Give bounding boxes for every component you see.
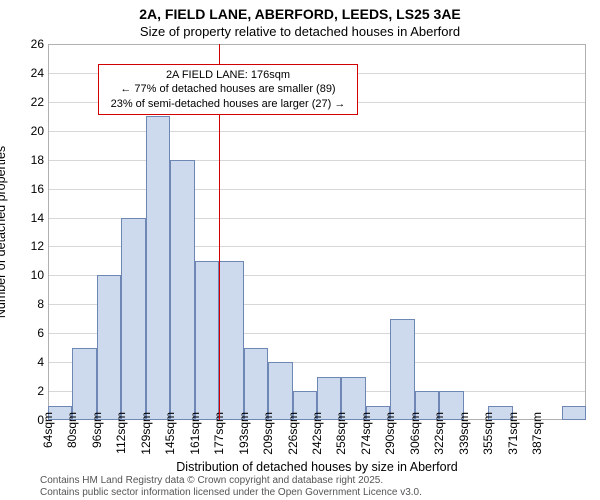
callout-line: ← 77% of detached houses are smaller (89… [105,82,351,96]
chart-title: 2A, FIELD LANE, ABERFORD, LEEDS, LS25 3A… [0,6,600,22]
x-tick-label: 161sqm [188,412,202,455]
y-tick-label: 22 [18,95,44,109]
x-tick-label: 387sqm [530,412,544,455]
footer-line-1: Contains HM Land Registry data © Crown c… [40,475,422,487]
y-tick-label: 14 [18,211,44,225]
y-tick-label: 16 [18,182,44,196]
x-tick-label: 258sqm [334,412,348,455]
x-tick-label: 226sqm [286,412,300,455]
gridline [48,160,586,161]
footer-attribution: Contains HM Land Registry data © Crown c… [40,475,422,498]
chart-subtitle: Size of property relative to detached ho… [0,24,600,39]
annotation-callout: 2A FIELD LANE: 176sqm← 77% of detached h… [98,64,358,115]
y-tick-label: 6 [18,326,44,340]
gridline [48,131,586,132]
x-tick-label: 80sqm [65,412,79,448]
x-tick-label: 145sqm [163,412,177,455]
callout-line: 23% of semi-detached houses are larger (… [105,97,351,111]
histogram-bar [121,218,145,420]
x-tick-label: 339sqm [457,412,471,455]
x-tick-label: 371sqm [506,412,520,455]
x-tick-label: 242sqm [310,412,324,455]
x-tick-label: 274sqm [359,412,373,455]
plot-area: 0246810121416182022242664sqm80sqm96sqm11… [48,44,586,420]
x-tick-label: 193sqm [237,412,251,455]
histogram-bar [390,319,414,420]
x-axis-title: Distribution of detached houses by size … [48,460,586,474]
y-tick-label: 2 [18,384,44,398]
gridline [48,189,586,190]
y-tick-label: 24 [18,66,44,80]
x-tick-label: 209sqm [261,412,275,455]
y-tick-label: 20 [18,124,44,138]
y-tick-label: 10 [18,268,44,282]
x-tick-label: 96sqm [90,412,104,448]
histogram-bar [146,116,170,420]
y-tick-label: 12 [18,239,44,253]
histogram-bar [219,261,243,420]
x-tick-label: 290sqm [383,412,397,455]
histogram-bar [195,261,219,420]
histogram-bar [562,406,586,420]
y-tick-label: 26 [18,37,44,51]
footer-line-2: Contains public sector information licen… [40,487,422,499]
x-tick-label: 64sqm [41,412,55,448]
x-tick-label: 129sqm [139,412,153,455]
histogram-bar [170,160,194,420]
histogram-bar [244,348,268,420]
histogram-bar [72,348,96,420]
chart-container: 2A, FIELD LANE, ABERFORD, LEEDS, LS25 3A… [0,0,600,500]
x-tick-label: 322sqm [432,412,446,455]
x-tick-label: 306sqm [408,412,422,455]
callout-line: 2A FIELD LANE: 176sqm [105,68,351,82]
y-axis-title: Number of detached properties [0,146,8,318]
y-tick-label: 18 [18,153,44,167]
x-tick-label: 112sqm [114,412,128,454]
histogram-bar [97,275,121,420]
y-tick-label: 8 [18,297,44,311]
x-tick-label: 355sqm [481,412,495,455]
y-tick-label: 4 [18,355,44,369]
